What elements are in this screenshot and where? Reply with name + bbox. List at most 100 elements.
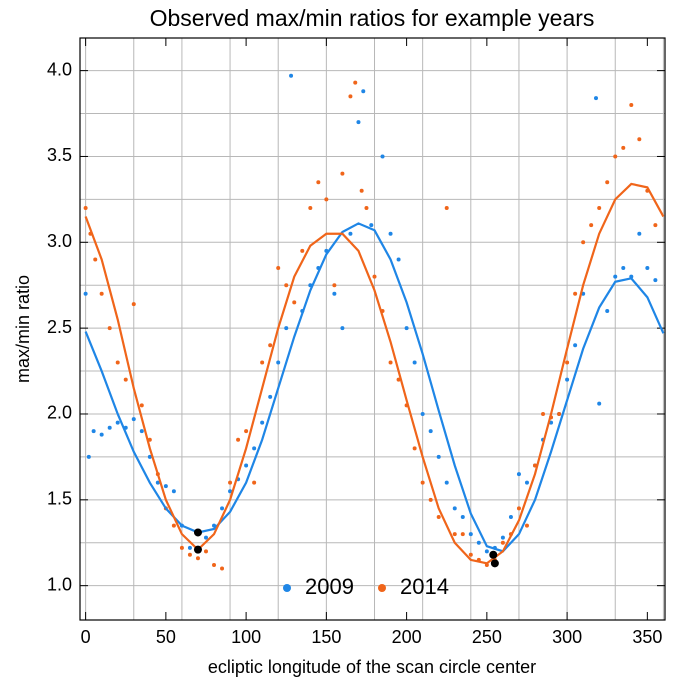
data-point bbox=[324, 197, 329, 202]
data-point bbox=[444, 480, 449, 485]
data-point bbox=[115, 420, 120, 425]
data-point bbox=[268, 343, 273, 348]
minimum-marker bbox=[193, 528, 202, 537]
y-tick-label: 4.0 bbox=[47, 59, 72, 79]
x-tick-label: 200 bbox=[392, 627, 422, 647]
data-point bbox=[220, 506, 225, 511]
data-point bbox=[500, 535, 505, 540]
data-point bbox=[541, 411, 546, 416]
x-tick-label: 250 bbox=[472, 627, 502, 647]
data-point bbox=[300, 248, 305, 253]
y-tick-label: 1.5 bbox=[47, 489, 72, 509]
data-point bbox=[428, 429, 433, 434]
data-point bbox=[420, 411, 425, 416]
y-tick-label: 3.5 bbox=[47, 145, 72, 165]
data-point bbox=[653, 278, 658, 283]
data-point bbox=[147, 454, 152, 459]
data-point bbox=[597, 205, 602, 210]
x-tick-label: 350 bbox=[632, 627, 662, 647]
legend-label: 2014 bbox=[400, 574, 449, 599]
data-point bbox=[436, 454, 441, 459]
x-tick-label: 50 bbox=[156, 627, 176, 647]
data-point bbox=[195, 556, 200, 561]
data-point bbox=[361, 89, 366, 94]
data-point bbox=[228, 489, 233, 494]
legend-label: 2009 bbox=[305, 574, 354, 599]
data-point bbox=[645, 266, 650, 271]
data-point bbox=[452, 506, 457, 511]
data-point bbox=[260, 420, 265, 425]
data-point bbox=[107, 425, 112, 430]
data-point bbox=[516, 506, 521, 511]
x-axis-label: ecliptic longitude of the scan circle ce… bbox=[208, 657, 536, 677]
data-point bbox=[155, 480, 160, 485]
data-point bbox=[605, 180, 610, 185]
legend-marker bbox=[283, 584, 291, 592]
data-point bbox=[171, 489, 176, 494]
data-point bbox=[359, 188, 364, 193]
data-point bbox=[557, 411, 562, 416]
data-point bbox=[332, 283, 337, 288]
data-point bbox=[476, 540, 481, 545]
data-point bbox=[115, 360, 120, 365]
data-point bbox=[460, 532, 465, 537]
chart-title: Observed max/min ratios for example year… bbox=[150, 5, 595, 31]
minimum-marker bbox=[489, 550, 498, 559]
data-point bbox=[93, 257, 98, 262]
data-point bbox=[412, 446, 417, 451]
data-point bbox=[597, 401, 602, 406]
data-point bbox=[203, 535, 208, 540]
x-tick-label: 150 bbox=[311, 627, 341, 647]
minimum-marker bbox=[490, 559, 499, 568]
data-point bbox=[252, 446, 257, 451]
data-point bbox=[228, 480, 233, 485]
data-point bbox=[308, 205, 313, 210]
data-point bbox=[316, 180, 321, 185]
data-point bbox=[348, 94, 353, 99]
data-point bbox=[581, 240, 586, 245]
data-point bbox=[412, 360, 417, 365]
y-tick-label: 2.5 bbox=[47, 317, 72, 337]
data-point bbox=[179, 545, 184, 550]
data-point bbox=[212, 563, 217, 568]
data-point bbox=[99, 291, 104, 296]
data-point bbox=[653, 223, 658, 228]
data-point bbox=[284, 326, 289, 331]
data-point bbox=[187, 545, 192, 550]
data-point bbox=[107, 326, 112, 331]
data-point bbox=[404, 326, 409, 331]
data-point bbox=[460, 514, 465, 519]
data-point bbox=[637, 137, 642, 142]
data-point bbox=[292, 300, 297, 305]
data-point bbox=[340, 171, 345, 176]
data-point bbox=[468, 552, 473, 557]
data-point bbox=[565, 360, 570, 365]
data-point bbox=[444, 205, 449, 210]
data-point bbox=[428, 497, 433, 502]
data-point bbox=[621, 266, 626, 271]
plot-frame bbox=[79, 37, 666, 621]
y-tick-label: 1.0 bbox=[47, 574, 72, 594]
x-tick-label: 300 bbox=[552, 627, 582, 647]
data-point bbox=[353, 80, 358, 85]
data-point bbox=[372, 274, 377, 279]
data-point bbox=[613, 154, 618, 159]
data-point bbox=[516, 472, 521, 477]
data-point bbox=[396, 257, 401, 262]
data-point bbox=[83, 291, 88, 296]
data-point bbox=[573, 291, 578, 296]
data-point bbox=[220, 566, 225, 571]
legend-marker bbox=[378, 584, 386, 592]
x-tick-label: 100 bbox=[231, 627, 261, 647]
y-tick-label: 3.0 bbox=[47, 231, 72, 251]
data-point bbox=[276, 266, 281, 271]
data-point bbox=[524, 480, 529, 485]
data-point bbox=[629, 102, 634, 107]
data-point bbox=[123, 377, 128, 382]
data-point bbox=[621, 145, 626, 150]
x-tick-label: 0 bbox=[81, 627, 91, 647]
data-point bbox=[260, 360, 265, 365]
data-point bbox=[244, 463, 249, 468]
y-tick-label: 2.0 bbox=[47, 403, 72, 423]
